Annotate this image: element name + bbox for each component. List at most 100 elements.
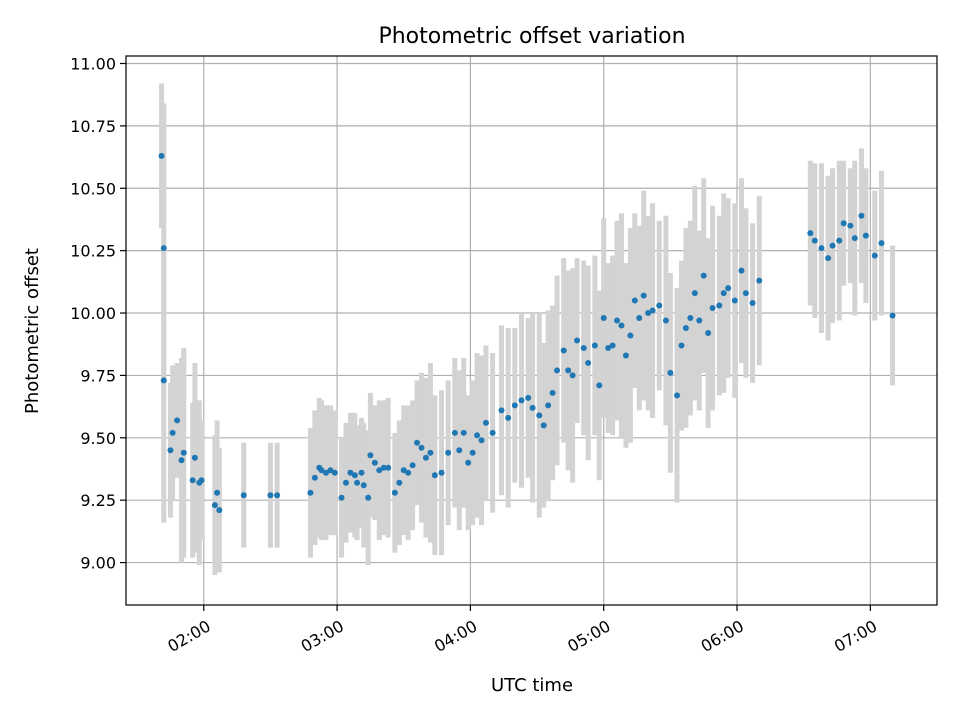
data-point — [614, 317, 621, 324]
data-point — [738, 267, 745, 274]
data-point — [318, 467, 325, 474]
data-point — [351, 472, 358, 479]
data-point — [565, 367, 572, 374]
data-point — [240, 492, 247, 499]
data-point — [656, 302, 663, 309]
data-point — [396, 479, 403, 486]
data-point — [560, 347, 567, 354]
data-point — [347, 469, 354, 476]
data-point — [742, 290, 749, 297]
data-point — [554, 367, 561, 374]
data-point — [414, 439, 421, 446]
data-point — [545, 402, 552, 409]
y-tick-label: 9.00 — [80, 554, 116, 573]
plot-frame — [125, 55, 938, 606]
x-tick-label: 06:00 — [698, 616, 747, 656]
data-point — [214, 489, 221, 496]
data-point — [191, 454, 198, 461]
data-point — [160, 245, 167, 252]
data-point — [482, 419, 489, 426]
data-point — [807, 230, 814, 237]
data-point — [847, 222, 854, 229]
data-point — [756, 277, 763, 284]
data-point — [549, 389, 556, 396]
data-point — [618, 322, 625, 329]
y-tick-label: 9.75 — [80, 366, 116, 385]
data-point — [158, 152, 165, 159]
data-point — [627, 332, 634, 339]
data-point — [511, 402, 518, 409]
data-point — [342, 479, 349, 486]
data-point — [216, 507, 223, 514]
data-point — [605, 344, 612, 351]
data-point — [311, 474, 318, 481]
data-point — [505, 414, 512, 421]
y-axis-label: Photometric offset — [22, 248, 43, 414]
data-point — [174, 417, 181, 424]
y-tick-label: 10.00 — [70, 304, 116, 323]
data-point — [609, 342, 616, 349]
data-point — [331, 469, 338, 476]
y-tick-label: 10.75 — [70, 117, 116, 136]
data-point — [818, 245, 825, 252]
data-point — [465, 459, 472, 466]
data-point — [731, 297, 738, 304]
data-point — [365, 494, 372, 501]
data-point — [456, 447, 463, 454]
data-point — [478, 437, 485, 444]
data-point — [380, 464, 387, 471]
data-point — [160, 377, 167, 384]
data-point — [596, 382, 603, 389]
data-point — [600, 315, 607, 322]
data-point — [322, 469, 329, 476]
data-point — [649, 307, 656, 314]
chart-title: Photometric offset variation — [378, 24, 685, 49]
data-point — [631, 297, 638, 304]
data-point — [469, 449, 476, 456]
data-point — [851, 235, 858, 242]
data-point — [700, 272, 707, 279]
data-point — [445, 449, 452, 456]
y-tick-label: 10.25 — [70, 242, 116, 261]
x-tick-label: 02:00 — [164, 616, 213, 656]
data-point — [687, 315, 694, 322]
x-axis-label: UTC time — [491, 675, 573, 696]
data-point — [536, 412, 543, 419]
data-point — [682, 325, 689, 332]
y-tick-label: 9.25 — [80, 491, 116, 510]
data-point — [674, 392, 681, 399]
data-point — [540, 422, 547, 429]
data-point — [749, 300, 756, 307]
data-point — [167, 447, 174, 454]
data-point — [829, 242, 836, 249]
data-point — [371, 459, 378, 466]
errorbars — [159, 83, 896, 576]
data-point — [691, 290, 698, 297]
data-point — [460, 429, 467, 436]
data-point — [858, 212, 865, 219]
data-point — [358, 469, 365, 476]
data-point — [307, 489, 314, 496]
data-point — [725, 285, 732, 292]
y-tick-label: 11.00 — [70, 54, 116, 73]
data-point — [889, 312, 896, 319]
data-point — [569, 372, 576, 379]
x-tick-label: 03:00 — [298, 616, 347, 656]
data-point — [198, 477, 205, 484]
x-tick-label: 05:00 — [564, 616, 613, 656]
y-tick-label: 9.50 — [80, 429, 116, 448]
data-point — [391, 489, 398, 496]
data-point — [385, 464, 392, 471]
data-point — [267, 492, 274, 499]
data-point — [422, 454, 429, 461]
data-point — [645, 310, 652, 317]
data-point — [405, 469, 412, 476]
data-point — [376, 467, 383, 474]
x-tick-label: 07:00 — [831, 616, 880, 656]
data-point — [518, 397, 525, 404]
data-point — [580, 344, 587, 351]
data-point — [474, 432, 481, 439]
data-point — [327, 467, 334, 474]
data-point — [836, 237, 843, 244]
